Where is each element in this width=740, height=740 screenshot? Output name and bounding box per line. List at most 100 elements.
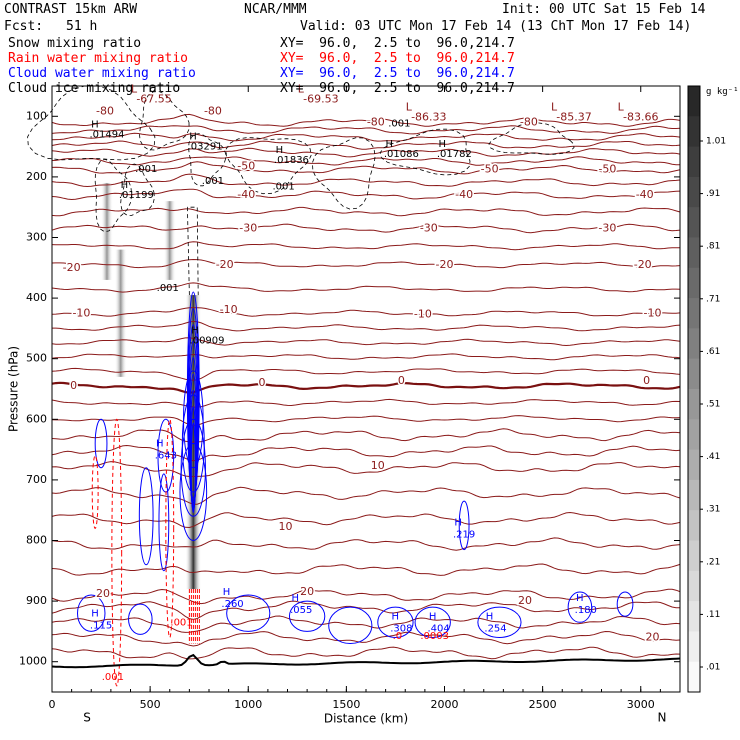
- field-cloudwater-name: Cloud water mixing ratio: [8, 66, 196, 81]
- cloud-water-contour: [328, 606, 373, 645]
- ice-max-marker: H: [91, 119, 99, 130]
- isotherm-label: -10: [220, 303, 238, 316]
- colorbar-segment: [688, 207, 700, 238]
- isotherm-line: [51, 461, 681, 477]
- colorbar-tick-label: .41: [706, 452, 720, 462]
- isotherm-label: 20: [96, 587, 110, 600]
- cloud-water-contour: [179, 443, 208, 541]
- cloud-water-max-marker: H: [576, 593, 584, 604]
- isotherm-line: [51, 241, 681, 251]
- cloud-ice-max-label: .03291: [188, 142, 223, 153]
- isotherm-label: 10: [279, 520, 293, 533]
- cloud-ice-contour: [120, 163, 155, 216]
- rain-water-label: .001: [170, 617, 192, 628]
- colorbar-segment: [688, 631, 700, 663]
- colorbar-tick-label: .31: [706, 505, 720, 515]
- isotherm-label: -20: [63, 261, 81, 274]
- cloud-water-max-marker: H: [223, 587, 231, 598]
- cloud-ice-max-label: .00909: [190, 336, 225, 347]
- y-tick-label: 100: [26, 109, 47, 122]
- cloud-water-max-marker: H: [486, 611, 494, 622]
- isotherm-zero-line: [51, 381, 681, 394]
- cloud-ice-contour-label: .001: [157, 283, 179, 294]
- snow-shading-column: [114, 249, 127, 377]
- colorbar-segment: [688, 540, 700, 572]
- isotherm-line: [51, 646, 681, 660]
- isotherm-line: [51, 173, 681, 188]
- colorbar-segment: [688, 419, 700, 451]
- cloud-water-max-label: .404: [427, 623, 449, 634]
- x-end-label-south: S: [83, 711, 91, 725]
- cloud-water-contour: [187, 307, 200, 501]
- ice-max-marker: H: [439, 139, 447, 150]
- isotherm-line: [51, 188, 681, 201]
- ice-max-marker: H: [386, 139, 394, 150]
- y-tick-label: 500: [26, 352, 47, 365]
- isotherm-line: [51, 337, 681, 347]
- field-cloudice-xy: XY= 96.0, 2.5 to 96.0,214.7: [280, 81, 515, 96]
- low-marker: L: [618, 101, 625, 114]
- cloud-ice-max-label: .01836: [274, 155, 309, 166]
- y-tick-label: 900: [26, 594, 47, 607]
- x-tick-label: 1500: [332, 698, 360, 711]
- isotherm-line: [51, 444, 681, 462]
- snow-shading-column: [163, 201, 176, 280]
- colorbar-tick-label: .71: [706, 294, 720, 304]
- colorbar-segment: [688, 328, 700, 360]
- x-tick-label: 1000: [234, 698, 262, 711]
- cloud-ice-contour: [27, 85, 156, 161]
- chart-title: CONTRAST 15km ARW: [4, 2, 138, 17]
- cloud-water-contour: [616, 591, 634, 617]
- isotherm-label: -30: [420, 221, 438, 234]
- cloud-water-contour: [567, 591, 593, 623]
- y-tick-label: 200: [26, 170, 47, 183]
- cloud-ice-contour: [94, 158, 133, 233]
- isotherm-line: [51, 415, 681, 426]
- colorbar-segment: [688, 86, 700, 117]
- colorbar-segment: [688, 601, 700, 632]
- rain-water-label: .0: [393, 631, 403, 642]
- isotherm-label: 0: [258, 376, 265, 389]
- x-tick-label: 500: [140, 698, 161, 711]
- field-rain-name: Rain water mixing ratio: [8, 51, 189, 66]
- colorbar-segment: [688, 298, 700, 329]
- isotherm-line: [51, 486, 681, 505]
- isotherm-label: -10: [644, 306, 662, 319]
- isotherm-line: [51, 615, 681, 633]
- isotherm-line: [51, 147, 681, 158]
- isotherm-line: [51, 140, 681, 150]
- cloud-water-max-label: .115: [90, 620, 112, 631]
- isotherm-line: [51, 537, 681, 551]
- isotherm-line: [51, 125, 681, 135]
- cloud-water-max-label: .180: [575, 605, 597, 616]
- isotherm-line: [51, 367, 681, 381]
- cloud-water-max-marker: H: [156, 439, 164, 450]
- colorbar-segment: [688, 116, 700, 148]
- cloud-water-contour: [94, 418, 108, 469]
- ice-max-marker: H: [121, 180, 129, 191]
- colorbar-segment: [688, 479, 700, 511]
- y-tick-label: 400: [26, 291, 47, 304]
- colorbar-tick-label: .21: [706, 557, 720, 567]
- cloud-ice-max-label: .01199: [119, 190, 154, 201]
- cloud-water-contour: [189, 373, 198, 508]
- isotherm-line: [51, 223, 681, 234]
- isotherm-line: [51, 428, 681, 443]
- field-snow-xy: XY= 96.0, 2.5 to 96.0,214.7: [280, 36, 515, 51]
- cloud-water-contour: [226, 594, 271, 632]
- isotherm-line: [51, 206, 681, 217]
- colorbar-unit: g kg⁻¹: [706, 87, 739, 97]
- isotherm-label: 0: [70, 379, 77, 392]
- isotherm-label: 0: [398, 374, 405, 387]
- isotherm-label: -30: [598, 221, 616, 234]
- isotherm-label: 20: [518, 594, 532, 607]
- cloud-water-max-marker: H: [91, 608, 99, 619]
- cloud-ice-contour: [225, 137, 312, 195]
- cloud-ice-contour: [138, 91, 190, 151]
- cloud-water-contour: [190, 422, 196, 514]
- x-axis-label: Distance (km): [324, 712, 408, 726]
- cloud-water-contour: [188, 356, 198, 506]
- cloud-ice-max-label: .01494: [89, 129, 124, 140]
- cloud-water-max-label: .219: [453, 529, 475, 540]
- field-snow-name: Snow mixing ratio: [8, 36, 142, 51]
